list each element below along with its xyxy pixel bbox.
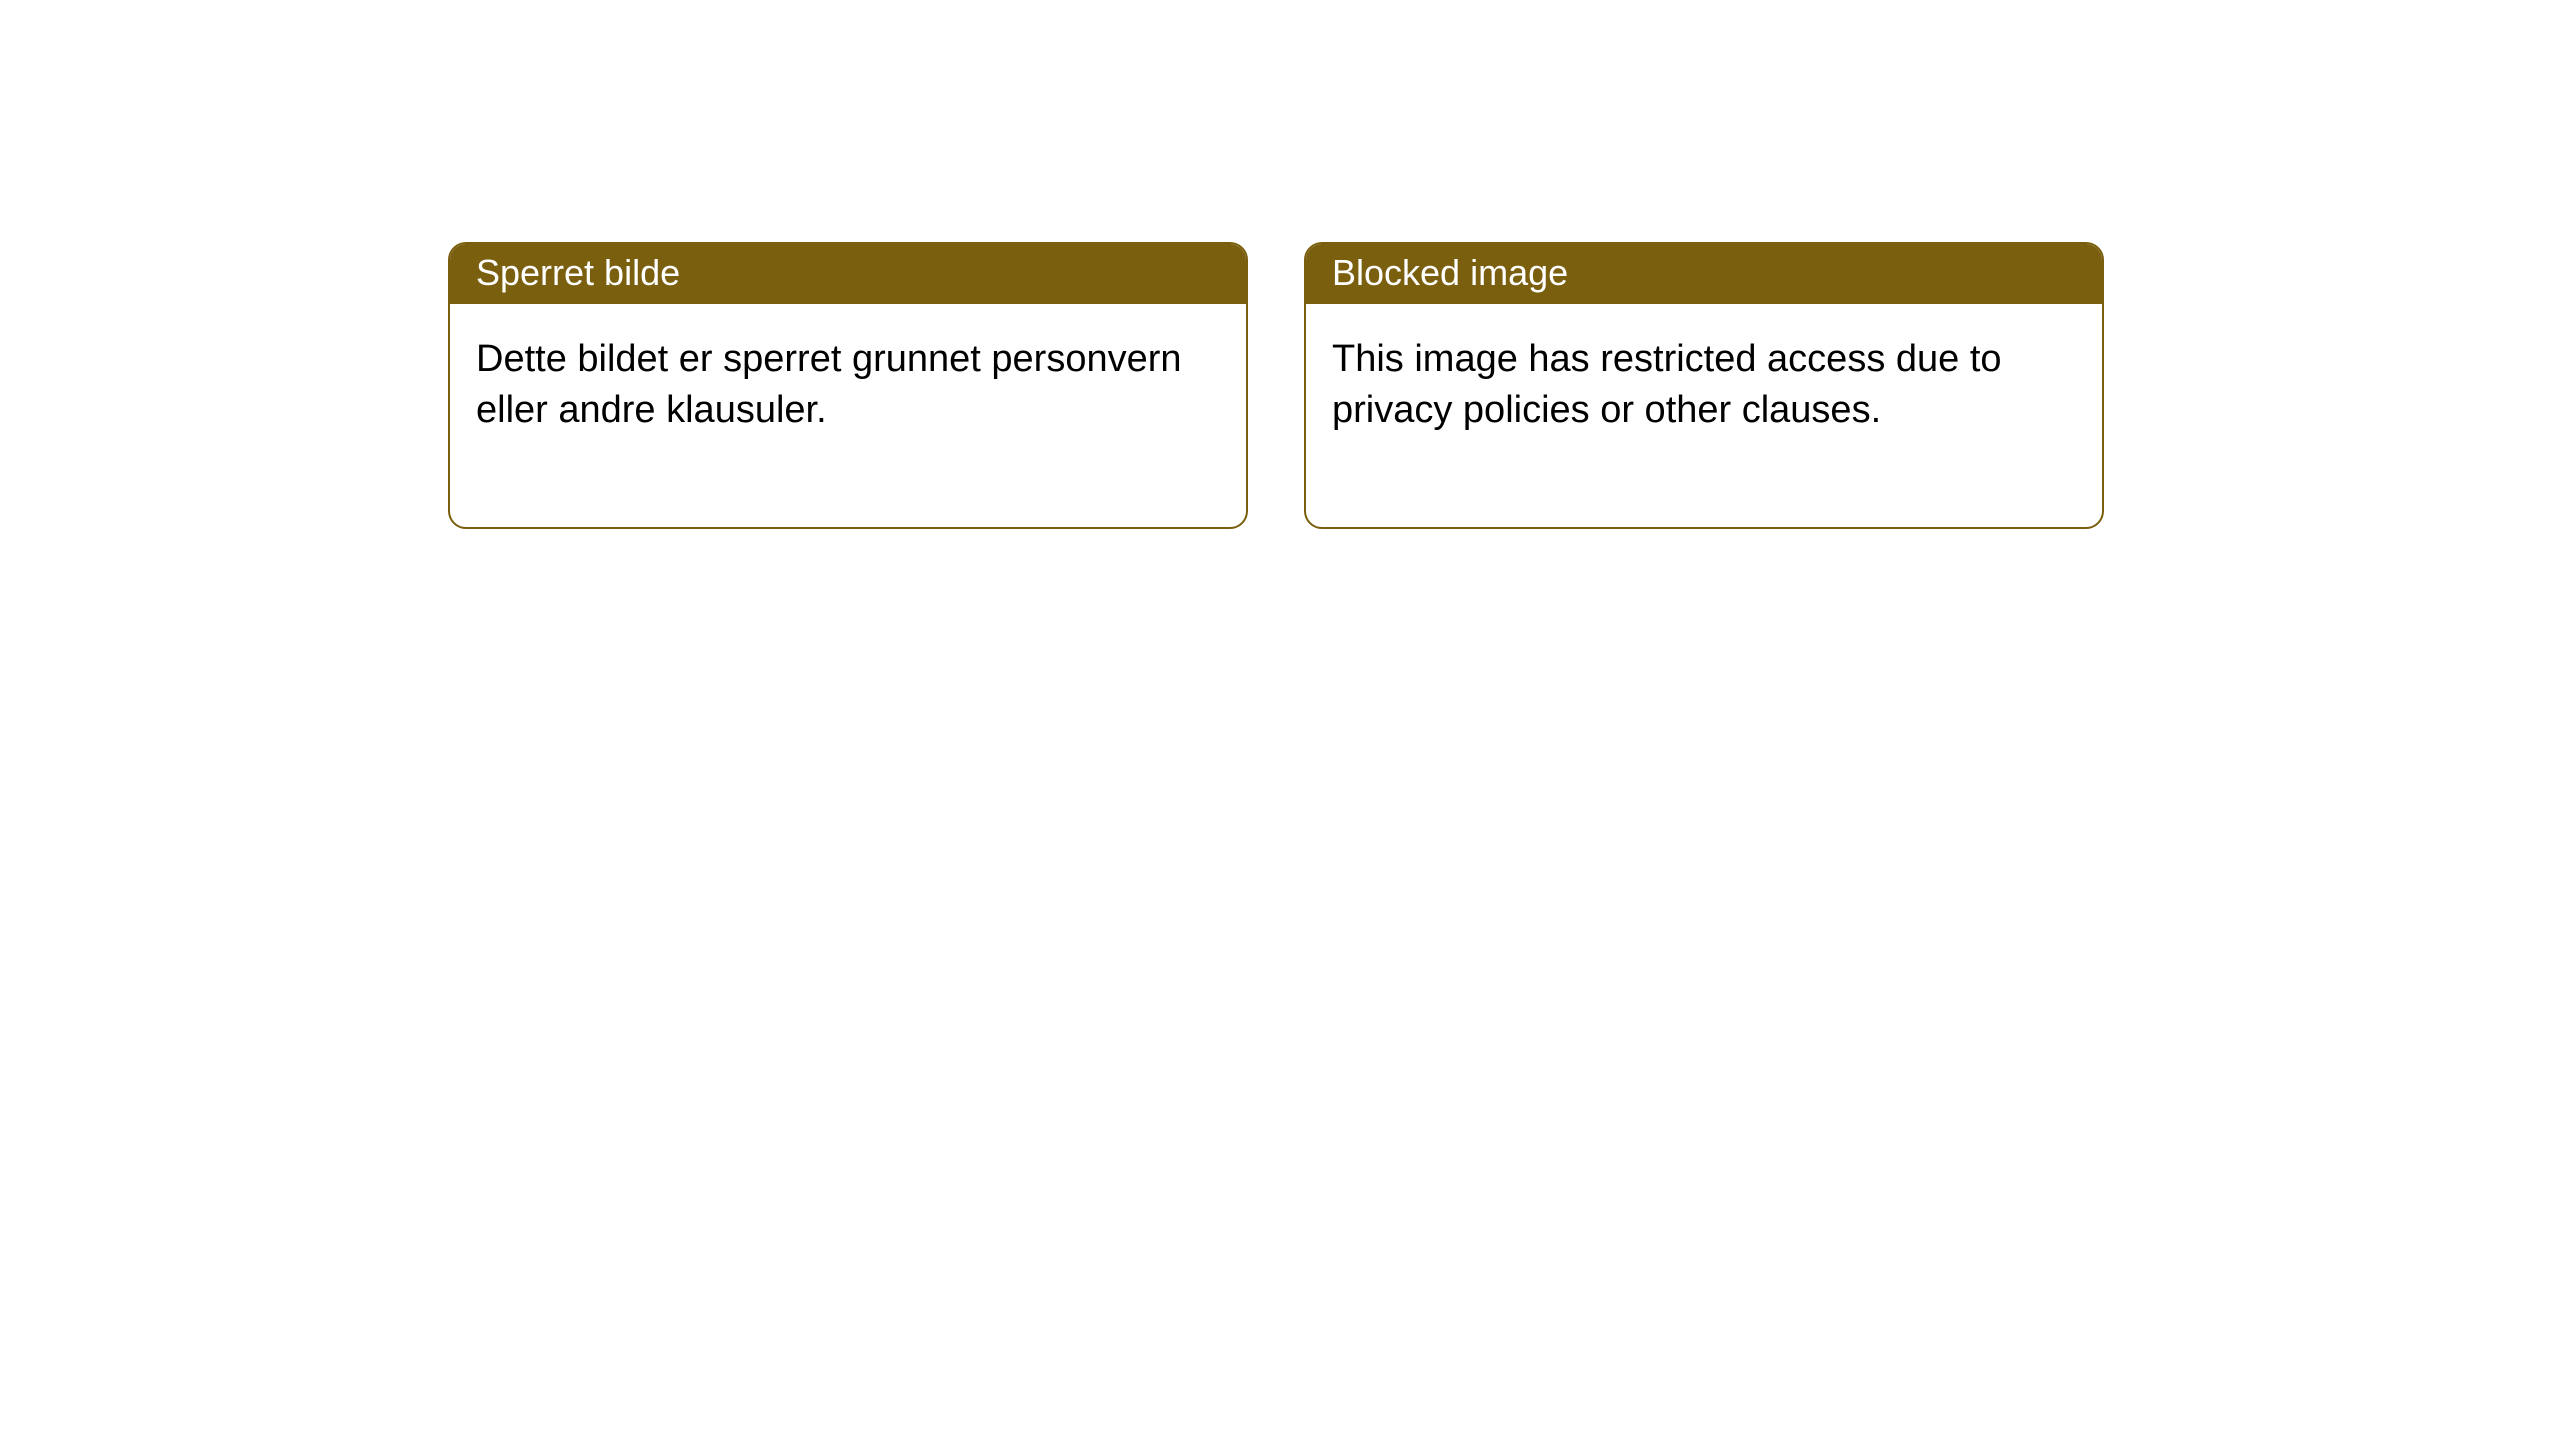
notice-body-en: This image has restricted access due to … xyxy=(1306,304,2102,527)
notice-card-en: Blocked image This image has restricted … xyxy=(1304,242,2104,529)
notice-body-no: Dette bildet er sperret grunnet personve… xyxy=(450,304,1246,527)
notice-header-en: Blocked image xyxy=(1306,244,2102,304)
notices-container: Sperret bilde Dette bildet er sperret gr… xyxy=(0,0,2560,529)
notice-card-no: Sperret bilde Dette bildet er sperret gr… xyxy=(448,242,1248,529)
notice-header-no: Sperret bilde xyxy=(450,244,1246,304)
